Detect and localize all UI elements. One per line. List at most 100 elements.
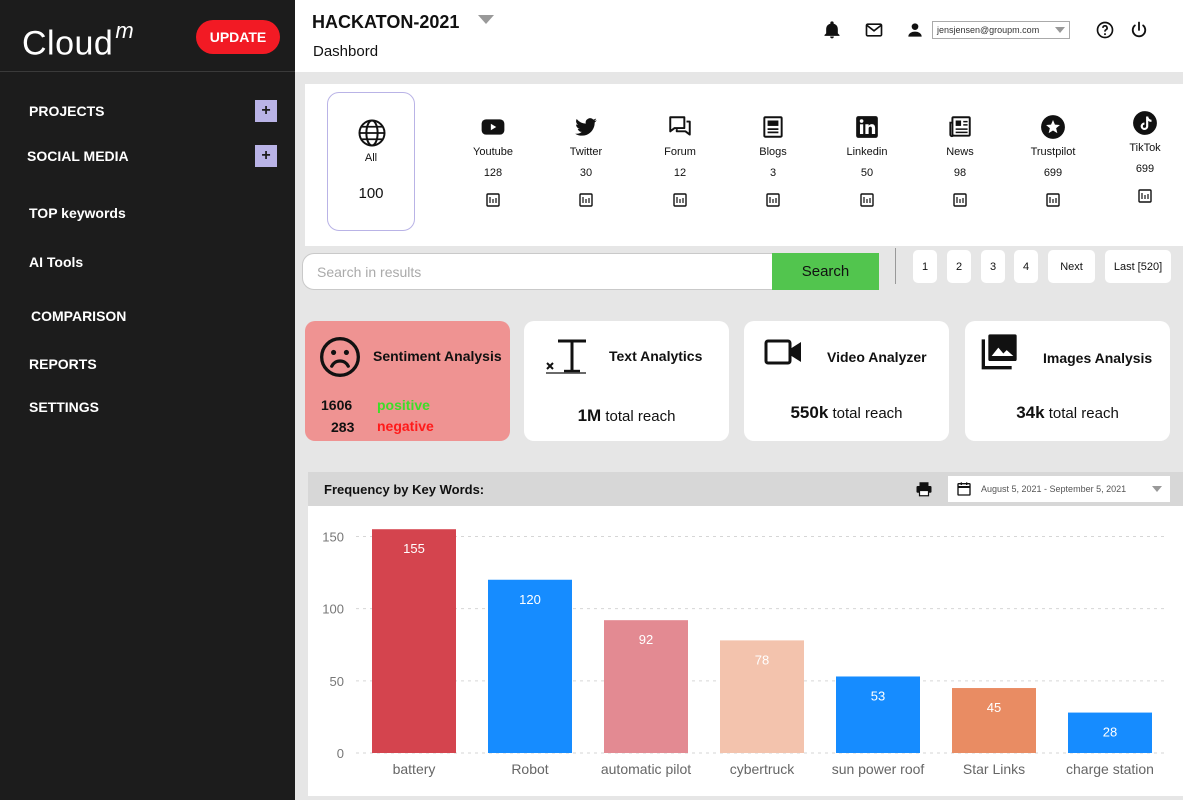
video-analyzer-card[interactable]: Video Analyzer 550k total reach <box>744 321 949 441</box>
sad-face-icon <box>320 337 360 377</box>
sidebar-item-top-keywords[interactable]: TOP keywords <box>29 205 126 221</box>
bar <box>372 529 456 753</box>
source-label: TikTok <box>1129 142 1161 154</box>
source-youtube[interactable]: Youtube 128 <box>453 114 533 207</box>
text-analytics-card[interactable]: Text Analytics 1M total reach <box>524 321 729 441</box>
sidebar-item-projects[interactable]: PROJECTS <box>29 103 105 119</box>
update-button[interactable]: UPDATE <box>196 20 280 54</box>
source-forum[interactable]: Forum 12 <box>640 114 720 207</box>
projects-expand-button[interactable]: + <box>255 100 277 122</box>
source-count: 128 <box>483 167 503 179</box>
mail-icon[interactable] <box>864 20 884 40</box>
keyword-bar-chart: 0 50 100 150 155 battery 120 Robot 92 automatic p… <box>322 529 1168 777</box>
source-report-icon[interactable] <box>953 193 967 207</box>
project-title: HACKATON-2021 <box>312 12 460 32</box>
total-reach: 550k total reach <box>744 403 949 423</box>
total-reach: 1M total reach <box>524 406 729 426</box>
source-report-icon[interactable] <box>673 193 687 207</box>
source-label: Trustpilot <box>1030 146 1076 158</box>
bar-value-label: 28 <box>1103 725 1117 740</box>
tiktok-icon <box>1133 111 1157 135</box>
card-title: Text Analytics <box>609 348 703 364</box>
bar <box>836 676 920 753</box>
source-label: News <box>946 146 974 158</box>
source-news[interactable]: News 98 <box>920 114 1000 207</box>
bell-icon[interactable] <box>822 20 842 40</box>
y-tick-label: 50 <box>330 674 344 689</box>
page-3-button[interactable]: 3 <box>981 250 1005 283</box>
source-report-icon[interactable] <box>766 193 780 207</box>
sources-panel: All 100 Youtube 128 Twitter 30 Forum 12 <box>305 84 1183 246</box>
negative-count: 283 <box>331 419 355 435</box>
x-tick-label: Star Links <box>963 761 1025 777</box>
linkedin-icon <box>856 116 878 138</box>
user-icon[interactable] <box>905 20 925 40</box>
source-report-icon[interactable] <box>579 193 593 207</box>
source-report-icon[interactable] <box>860 193 874 207</box>
source-count: 3 <box>769 167 777 179</box>
reach-value: 550k <box>790 403 829 422</box>
positive-label: positive <box>377 397 430 413</box>
page-1-button[interactable]: 1 <box>913 250 937 283</box>
forum-icon <box>669 116 691 136</box>
x-tick-label: automatic pilot <box>601 761 691 777</box>
date-range-select[interactable]: August 5, 2021 - September 5, 2021 <box>948 476 1170 502</box>
source-label: All <box>364 152 378 164</box>
source-report-icon[interactable] <box>1138 189 1152 203</box>
bar <box>604 620 688 753</box>
source-count: 50 <box>860 167 874 179</box>
bar-value-label: 45 <box>987 700 1001 715</box>
trustpilot-icon <box>1041 115 1065 139</box>
sidebar-item-comparison[interactable]: COMPARISON <box>31 308 127 324</box>
logo: Cloudm <box>22 18 135 63</box>
reach-value: 34k <box>1016 403 1045 422</box>
source-label: Forum <box>664 146 696 158</box>
power-icon[interactable] <box>1129 20 1149 40</box>
social-media-expand-button[interactable]: + <box>255 145 277 167</box>
top-header: HACKATON-2021 Dashbord jensjensen@groupm… <box>295 0 1183 72</box>
sidebar-item-ai-tools[interactable]: AI Tools <box>29 254 84 270</box>
source-all[interactable]: All 100 <box>327 92 415 231</box>
sidebar-item-social-media[interactable]: SOCIAL MEDIA <box>27 148 129 164</box>
card-title: Images Analysis <box>1043 350 1153 366</box>
search-button[interactable]: Search <box>772 253 879 290</box>
help-icon[interactable] <box>1095 20 1115 40</box>
bar-value-label: 120 <box>519 592 541 607</box>
last-page-button[interactable]: Last [520] <box>1105 250 1171 283</box>
user-account-select[interactable]: jensjensen@groupm.com <box>932 21 1070 39</box>
project-dropdown-icon[interactable] <box>478 15 494 24</box>
source-label: Blogs <box>759 146 787 158</box>
sidebar-item-reports[interactable]: REPORTS <box>29 356 97 372</box>
positive-count: 1606 <box>321 397 353 413</box>
source-blogs[interactable]: Blogs 3 <box>733 114 813 207</box>
page-2-button[interactable]: 2 <box>947 250 971 283</box>
source-trustpilot[interactable]: Trustpilot 699 <box>1013 114 1093 207</box>
sidebar-item-settings[interactable]: SETTINGS <box>29 399 100 415</box>
x-tick-label: charge station <box>1066 761 1154 777</box>
source-label: Linkedin <box>846 146 888 158</box>
search-input[interactable] <box>302 253 774 290</box>
text-format-icon <box>546 339 586 374</box>
source-count: 699 <box>1043 167 1063 179</box>
source-report-icon[interactable] <box>486 193 500 207</box>
globe-icon <box>358 119 386 147</box>
source-linkedin[interactable]: Linkedin 50 <box>827 114 907 207</box>
source-tiktok[interactable]: TikTok 699 <box>1105 110 1183 203</box>
next-page-button[interactable]: Next <box>1048 250 1095 283</box>
print-icon[interactable] <box>915 480 933 498</box>
source-count: 98 <box>953 167 967 179</box>
reach-value: 1M <box>577 406 602 425</box>
images-analysis-card[interactable]: Images Analysis 34k total reach <box>965 321 1170 441</box>
card-title: Sentiment Analysis <box>373 348 502 364</box>
sentiment-analysis-card[interactable]: Sentiment Analysis 1606 positive 283 neg… <box>305 321 510 441</box>
bar-value-label: 92 <box>639 632 653 647</box>
bar <box>488 579 572 753</box>
page-4-button[interactable]: 4 <box>1014 250 1038 283</box>
source-twitter[interactable]: Twitter 30 <box>546 114 626 207</box>
y-tick-label: 150 <box>322 529 344 544</box>
chevron-down-icon <box>1152 486 1162 492</box>
x-tick-label: cybertruck <box>730 761 796 777</box>
source-report-icon[interactable] <box>1046 193 1060 207</box>
x-tick-label: Robot <box>511 761 548 777</box>
chevron-down-icon <box>1055 27 1065 33</box>
